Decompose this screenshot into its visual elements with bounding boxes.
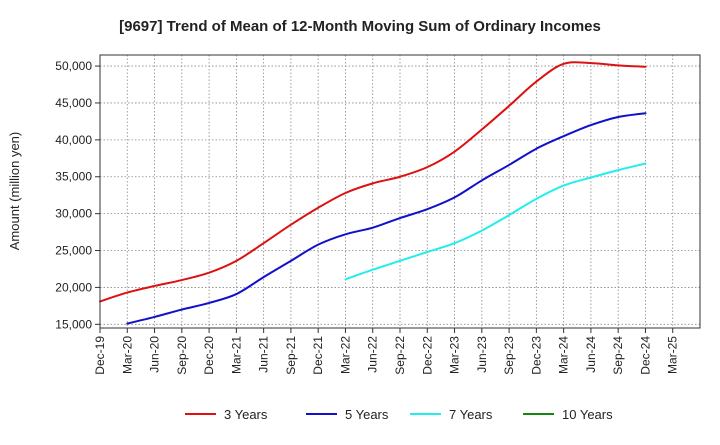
y-tick-label: 20,000 bbox=[55, 280, 92, 294]
y-axis-label: Amount (million yen) bbox=[7, 132, 22, 251]
x-axis-ticks: Dec-19 Mar-20 Jun-20 Sep-20 Dec-20 Mar-21 Jun-… bbox=[93, 328, 680, 375]
series-line-7-years bbox=[344, 162, 647, 281]
grid bbox=[99, 55, 700, 328]
series-line-3-years bbox=[99, 61, 647, 303]
y-tick-label: 40,000 bbox=[55, 133, 92, 147]
x-tick-label: Dec-20 bbox=[202, 336, 216, 375]
x-tick-label: Dec-24 bbox=[638, 336, 652, 375]
y-tick-label: 45,000 bbox=[55, 96, 92, 110]
y-axis-ticks: 15,000 20,000 25,000 30,000 35,000 40,000 45,0… bbox=[55, 59, 100, 331]
y-tick-label: 50,000 bbox=[55, 59, 92, 73]
series-line-5-years bbox=[126, 112, 647, 325]
x-tick-label: Sep-21 bbox=[284, 336, 298, 375]
x-tick-label: Mar-20 bbox=[120, 336, 134, 374]
x-tick-label: Dec-21 bbox=[311, 336, 325, 375]
x-tick-label: Dec-22 bbox=[420, 336, 434, 375]
x-tick-label: Jun-24 bbox=[584, 336, 598, 373]
x-tick-label: Mar-24 bbox=[557, 336, 571, 374]
x-tick-label: Mar-22 bbox=[338, 336, 352, 374]
chart-title: [9697] Trend of Mean of 12-Month Moving … bbox=[119, 18, 601, 35]
x-tick-label: Jun-23 bbox=[475, 336, 489, 373]
x-tick-label: Jun-22 bbox=[366, 336, 380, 373]
y-tick-label: 15,000 bbox=[55, 317, 92, 331]
x-tick-label: Jun-20 bbox=[148, 336, 162, 373]
x-tick-label: Mar-21 bbox=[229, 336, 243, 374]
legend-label: 5 Years bbox=[345, 407, 389, 422]
legend-label: 10 Years bbox=[562, 407, 613, 422]
x-tick-label: Mar-23 bbox=[448, 336, 462, 374]
x-tick-label: Mar-25 bbox=[666, 336, 680, 374]
x-tick-label: Sep-20 bbox=[175, 336, 189, 375]
x-tick-label: Dec-23 bbox=[529, 336, 543, 375]
y-tick-label: 35,000 bbox=[55, 170, 92, 184]
legend-label: 3 Years bbox=[224, 407, 268, 422]
y-tick-label: 30,000 bbox=[55, 207, 92, 221]
x-tick-label: Sep-24 bbox=[611, 336, 625, 375]
x-tick-label: Dec-19 bbox=[93, 336, 107, 375]
x-tick-label: Sep-22 bbox=[393, 336, 407, 375]
y-tick-label: 25,000 bbox=[55, 244, 92, 258]
legend-label: 7 Years bbox=[449, 407, 493, 422]
x-tick-label: Jun-21 bbox=[257, 336, 271, 373]
x-tick-label: Sep-23 bbox=[502, 336, 516, 375]
legend: 3 Years 5 Years 7 Years 10 Years bbox=[185, 407, 613, 422]
series-lines bbox=[99, 61, 647, 325]
